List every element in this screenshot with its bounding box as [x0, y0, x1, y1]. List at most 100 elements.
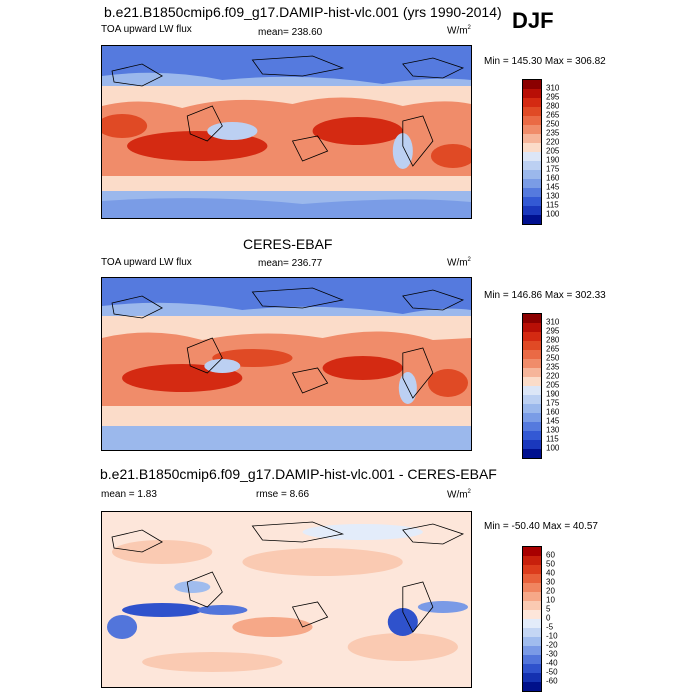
colorbar-tick-label: 160: [546, 407, 560, 417]
colorbar-tick-label: 220: [546, 371, 560, 381]
panel3-colorbar-swatch: [522, 610, 542, 619]
panel3-colorbar-swatch: [522, 664, 542, 673]
colorbar-tick-label: 130: [546, 425, 560, 435]
colorbar-tick-label: 130: [546, 191, 560, 201]
panel1-colorbar-swatch: [522, 170, 542, 179]
panel2-variable-label: TOA upward LW flux: [101, 257, 192, 268]
panel1-title: b.e21.B1850cmip6.f09_g17.DAMIP-hist-vlc.…: [104, 4, 502, 20]
panel3-colorbar-swatch: [522, 673, 542, 682]
panel2-minmax: Min = 146.86 Max = 302.33: [484, 290, 606, 301]
panel1-colorbar-swatch: [522, 107, 542, 116]
panel3-colorbar: [522, 546, 542, 692]
panel3-mean-label: mean = 1.83: [101, 489, 157, 500]
colorbar-tick-label: 250: [546, 353, 560, 363]
colorbar-tick-label: 190: [546, 389, 560, 399]
panel1-colorbar-swatch: [522, 197, 542, 206]
colorbar-tick-label: 265: [546, 344, 560, 354]
panel3-colorbar-swatch: [522, 574, 542, 583]
panel2-map: [101, 277, 472, 451]
panel3-colorbar-swatch: [522, 682, 542, 692]
colorbar-tick-label: -10: [546, 631, 558, 641]
colorbar-tick-label: 220: [546, 137, 560, 147]
panel1-colorbar-swatch: [522, 143, 542, 152]
panel3-colorbar-swatch: [522, 556, 542, 565]
colorbar-tick-label: 115: [546, 434, 559, 444]
colorbar-tick-label: -60: [546, 676, 558, 686]
colorbar-tick-label: 280: [546, 101, 560, 111]
colorbar-tick-label: -40: [546, 658, 558, 668]
panel1-units: W/m2: [447, 25, 471, 37]
panel3-colorbar-swatch: [522, 655, 542, 664]
panel3-colorbar-swatch: [522, 637, 542, 646]
colorbar-tick-label: -50: [546, 667, 558, 677]
colorbar-tick-label: 310: [546, 317, 560, 327]
colorbar-tick-label: -20: [546, 640, 558, 650]
panel2-colorbar-swatch: [522, 323, 542, 332]
panel1-minmax: Min = 145.30 Max = 306.82: [484, 56, 606, 67]
panel3-colorbar-swatch: [522, 583, 542, 592]
panel1-colorbar-swatch: [522, 134, 542, 143]
panel1-colorbar-swatch: [522, 152, 542, 161]
colorbar-tick-label: 100: [546, 443, 560, 453]
panel1-colorbar-swatch: [522, 79, 542, 89]
panel2-colorbar-swatch: [522, 413, 542, 422]
panel3-map: [101, 511, 472, 688]
panel3-colorbar-swatch: [522, 592, 542, 601]
colorbar-tick-label: 60: [546, 550, 555, 560]
colorbar-tick-label: 175: [546, 398, 560, 408]
colorbar-tick-label: 310: [546, 83, 560, 93]
panel2-colorbar-swatch: [522, 313, 542, 323]
panel1-colorbar-swatch: [522, 89, 542, 98]
panel3-colorbar-swatch: [522, 546, 542, 556]
panel2-mean-label: mean= 236.77: [258, 258, 323, 269]
panel2-colorbar-swatch: [522, 431, 542, 440]
colorbar-tick-label: 145: [546, 416, 560, 426]
panel3-units: W/m2: [447, 489, 471, 501]
panel3-colorbar-swatch: [522, 628, 542, 637]
colorbar-tick-label: 295: [546, 92, 560, 102]
panel2-colorbar-swatch: [522, 404, 542, 413]
colorbar-tick-label: 190: [546, 155, 560, 165]
panel1-colorbar-swatch: [522, 215, 542, 225]
panel3-colorbar-swatch: [522, 619, 542, 628]
panel2-colorbar-swatch: [522, 359, 542, 368]
colorbar-tick-label: 280: [546, 335, 560, 345]
colorbar-tick-label: 235: [546, 128, 560, 138]
panel2-colorbar-swatch: [522, 440, 542, 449]
panel2-colorbar-swatch: [522, 422, 542, 431]
panel1-mean-label: mean= 238.60: [258, 27, 323, 38]
panel1-colorbar: [522, 79, 542, 225]
colorbar-tick-label: 145: [546, 182, 560, 192]
colorbar-tick-label: 205: [546, 146, 560, 156]
colorbar-tick-label: 295: [546, 326, 560, 336]
panel2-colorbar-swatch: [522, 368, 542, 377]
season-label: DJF: [512, 8, 554, 33]
colorbar-tick-label: 40: [546, 568, 555, 578]
panel3-rmse-label: rmse = 8.66: [256, 489, 310, 500]
colorbar-tick-label: 0: [546, 613, 551, 623]
panel1-colorbar-swatch: [522, 179, 542, 188]
panel1-map: [101, 45, 472, 219]
colorbar-tick-label: 20: [546, 586, 555, 596]
colorbar-tick-label: 50: [546, 559, 555, 569]
panel2-colorbar-swatch: [522, 449, 542, 459]
panel1-colorbar-swatch: [522, 161, 542, 170]
panel1-colorbar-swatch: [522, 188, 542, 197]
panel1-variable-label: TOA upward LW flux: [101, 24, 192, 35]
panel1-colorbar-swatch: [522, 206, 542, 215]
colorbar-tick-label: 175: [546, 164, 560, 174]
panel2-title: CERES-EBAF: [243, 236, 333, 252]
panel2-colorbar-swatch: [522, 395, 542, 404]
panel2-colorbar-swatch: [522, 341, 542, 350]
colorbar-tick-label: -5: [546, 622, 554, 632]
colorbar-tick-label: 100: [546, 209, 560, 219]
panel2-units: W/m2: [447, 257, 471, 269]
panel2-colorbar-swatch: [522, 386, 542, 395]
panel3-title: b.e21.B1850cmip6.f09_g17.DAMIP-hist-vlc.…: [100, 466, 497, 482]
panel1-colorbar-swatch: [522, 125, 542, 134]
colorbar-tick-label: -30: [546, 649, 558, 659]
panel2-colorbar-swatch: [522, 332, 542, 341]
colorbar-tick-label: 250: [546, 119, 560, 129]
colorbar-tick-label: 115: [546, 200, 559, 210]
panel1-colorbar-swatch: [522, 116, 542, 125]
